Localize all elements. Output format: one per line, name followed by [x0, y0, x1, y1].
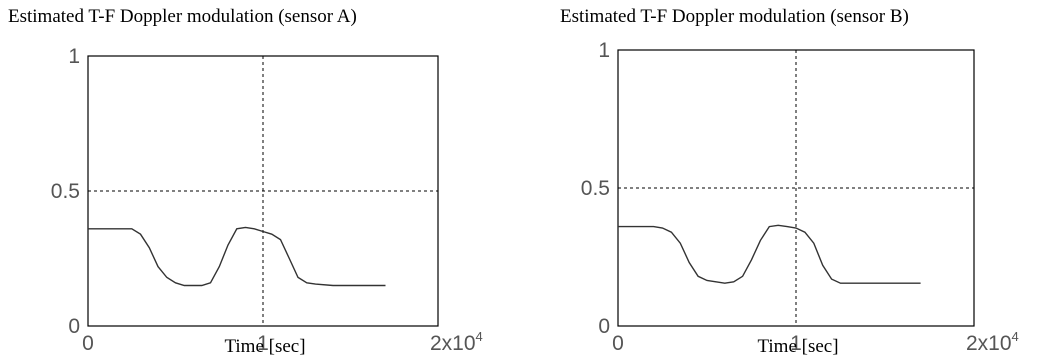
- x-tick-label: 1: [790, 332, 802, 355]
- chart-title: Estimated T-F Doppler modulation (sensor…: [8, 6, 357, 27]
- x-tick-label: 2x104: [430, 329, 483, 355]
- y-tick-label: 0: [68, 315, 80, 338]
- y-tick-label: 1: [68, 45, 80, 68]
- x-tick-label: 2x104: [966, 329, 1019, 355]
- x-axis-label: Time [sec]: [224, 336, 305, 357]
- x-tick-exponent: 4: [1012, 329, 1019, 344]
- series-line: [88, 226, 386, 287]
- y-tick-label: 0.5: [51, 180, 80, 203]
- x-tick-label: 1: [257, 332, 269, 355]
- x-tick-label: 0: [82, 332, 94, 355]
- chart-sensor-a: Estimated T-F Doppler modulation (sensor…: [8, 6, 483, 357]
- y-tick-label: 0: [598, 315, 610, 338]
- x-tick-exponent: 4: [476, 329, 483, 344]
- chart-sensor-b: Estimated T-F Doppler modulation (sensor…: [560, 6, 1019, 357]
- y-tick-label: 1: [598, 39, 610, 62]
- y-tick-label: 0.5: [581, 177, 610, 200]
- x-axis-label: Time [sec]: [757, 336, 838, 357]
- chart-title: Estimated T-F Doppler modulation (sensor…: [560, 6, 909, 27]
- x-tick-label: 0: [612, 332, 624, 355]
- series-line: [618, 224, 921, 284]
